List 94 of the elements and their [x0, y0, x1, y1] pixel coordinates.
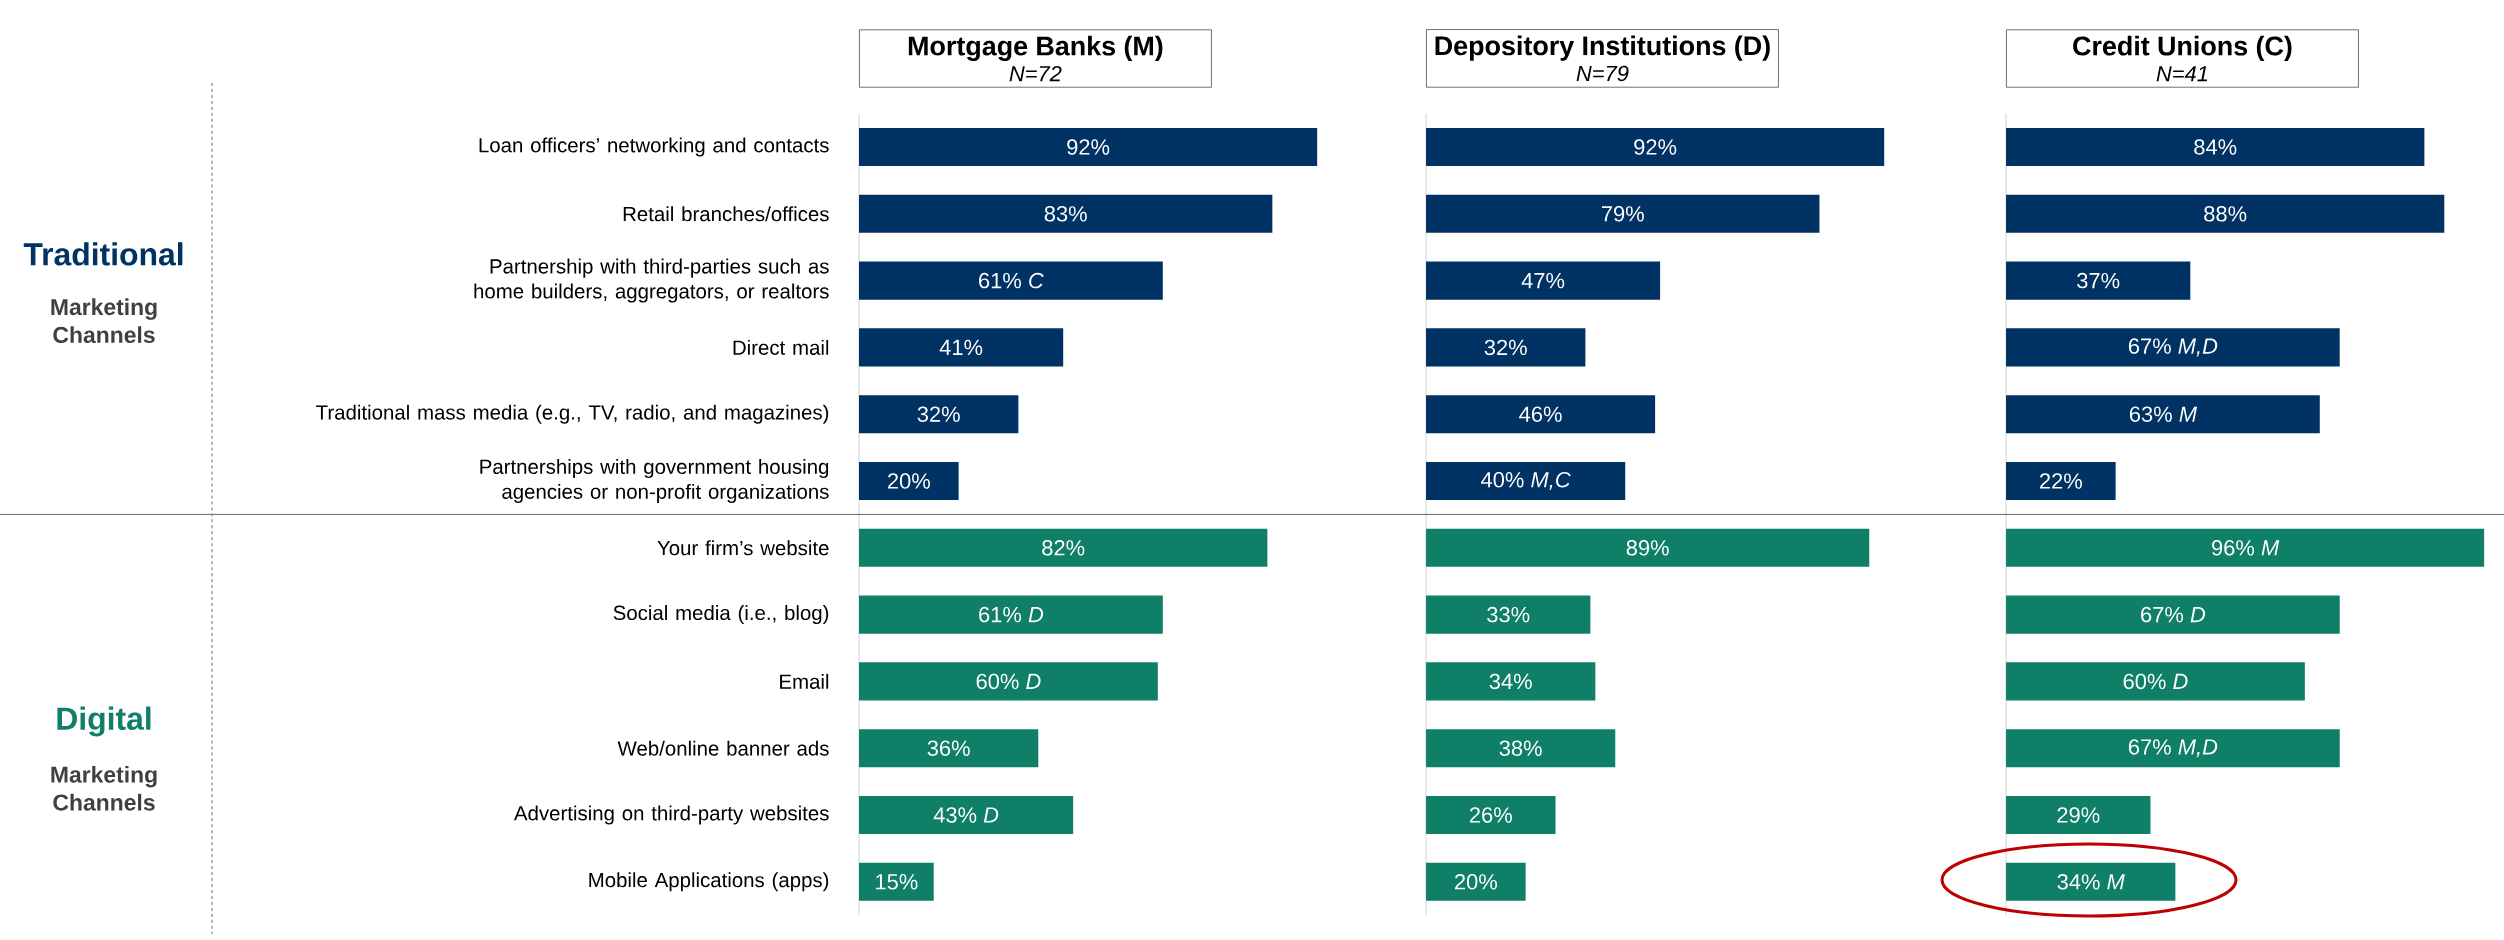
bar: [1426, 328, 1586, 367]
data-label: 61% D: [979, 606, 1044, 623]
data-label: 79%: [1601, 206, 1644, 222]
data-label: 36%: [927, 740, 970, 756]
bar: [859, 461, 959, 501]
data-label: 88%: [2204, 206, 2247, 222]
data-label: 63% M: [2129, 406, 2198, 422]
text: Marketing Channels: [51, 765, 157, 811]
bar: [1426, 194, 1820, 233]
data-label: 96% M: [2212, 540, 2280, 556]
bar: [2006, 194, 2445, 233]
data-label: 89%: [1626, 540, 1669, 556]
data-label: 22%: [2040, 473, 2082, 489]
bar: [859, 395, 1019, 434]
bar: [859, 194, 1273, 233]
data-label: 26%: [1469, 807, 1512, 823]
data-label: 41%: [939, 339, 983, 356]
data-label: 37%: [2077, 272, 2120, 289]
chart-subtitle: N=79: [1576, 65, 1629, 82]
y-tick-label: Mobile Applications (apps): [589, 872, 829, 892]
chart-title: Depository Institutions (D): [1435, 35, 1770, 61]
data-label: 20%: [887, 473, 930, 489]
bar: [859, 862, 934, 901]
bar: [859, 328, 1064, 367]
y-tick-label: Retail branches/offices: [623, 206, 829, 222]
y-tick-label: Direct mail: [733, 339, 829, 355]
data-label: 15%: [876, 874, 918, 890]
y-tick-label: Loan officers’ networking and contacts: [479, 137, 829, 157]
data-label: 60% D: [2123, 673, 2188, 690]
bar: [1426, 127, 1885, 167]
bar: [2006, 528, 2485, 567]
bar: [2006, 395, 2320, 434]
y-tick-label: Traditional mass media (e.g., TV, radio, and magazines): [316, 404, 829, 424]
data-label: 38%: [1499, 740, 1542, 756]
data-label: 47%: [1521, 272, 1565, 289]
text: Traditional: [23, 242, 183, 266]
data-label: 92%: [1067, 139, 1110, 155]
bar: [2006, 662, 2305, 701]
data-label: 20%: [1455, 874, 1497, 890]
y-tick-label: Social media (i.e., blog): [613, 605, 829, 625]
y-tick-label: Advertising on third-party websites: [513, 805, 829, 825]
data-label: 46%: [1519, 406, 1562, 422]
data-label: 67% D: [2141, 606, 2206, 623]
bar: [2006, 729, 2340, 768]
bar: [1426, 795, 1556, 835]
bar: [859, 795, 1074, 835]
bar: [1426, 528, 1870, 567]
bar: [2006, 261, 2191, 300]
y-tick-label: Email: [780, 673, 829, 689]
data-label: 82%: [1042, 540, 1085, 556]
bar: [859, 595, 1163, 634]
y-tick-label: Partnerships with government housing agencies or non-profit organizations: [480, 459, 829, 503]
bar: [859, 662, 1158, 701]
y-tick-label: Your firm’s website: [657, 540, 829, 556]
data-label: 61% C: [979, 272, 1044, 289]
bar: [859, 729, 1039, 768]
data-label: 40% M,C: [1481, 471, 1571, 491]
bar: [1426, 862, 1526, 901]
bar: [1426, 395, 1656, 434]
bar: [2006, 461, 2116, 501]
bar: [2006, 595, 2340, 634]
chart-title: Mortgage Banks (M): [908, 35, 1163, 62]
bar: [2006, 328, 2340, 367]
data-label: 34%: [1489, 673, 1532, 690]
bar: [1426, 729, 1616, 768]
chart-subtitle: N=41: [2156, 66, 2208, 82]
data-label: 43% D: [933, 807, 999, 823]
bar: [1426, 461, 1626, 501]
y-tick-label: Partnership with third-parties such as home builders, aggregators, or realtors: [474, 258, 829, 303]
data-label: 60% D: [976, 673, 1041, 690]
bar: [1426, 261, 1661, 300]
bar: [1426, 595, 1591, 634]
data-label: 33%: [1487, 606, 1530, 623]
bar: [859, 528, 1268, 567]
bar: [2006, 795, 2151, 835]
data-label: 32%: [1484, 339, 1527, 356]
data-label: 84%: [2194, 139, 2237, 155]
data-label: 83%: [1044, 206, 1087, 222]
bar: [2006, 127, 2425, 167]
y-tick-label: Web/online banner ads: [617, 740, 829, 756]
bar: [1426, 662, 1596, 701]
text: Digital: [57, 706, 151, 737]
text: Marketing Channels: [51, 298, 157, 344]
data-label: 32%: [917, 406, 960, 422]
data-label: 67% M,D: [2128, 338, 2218, 357]
data-label: 67% M,D: [2128, 739, 2218, 758]
bar: [859, 261, 1163, 300]
data-label: 92%: [1634, 139, 1677, 155]
data-label: 29%: [2057, 807, 2100, 823]
chart-subtitle: N=72: [1009, 65, 1062, 82]
bar: [2006, 862, 2176, 901]
chart-title: Credit Unions (C): [2073, 35, 2292, 61]
bar: [859, 127, 1318, 167]
data-label: 34% M: [2057, 874, 2125, 890]
